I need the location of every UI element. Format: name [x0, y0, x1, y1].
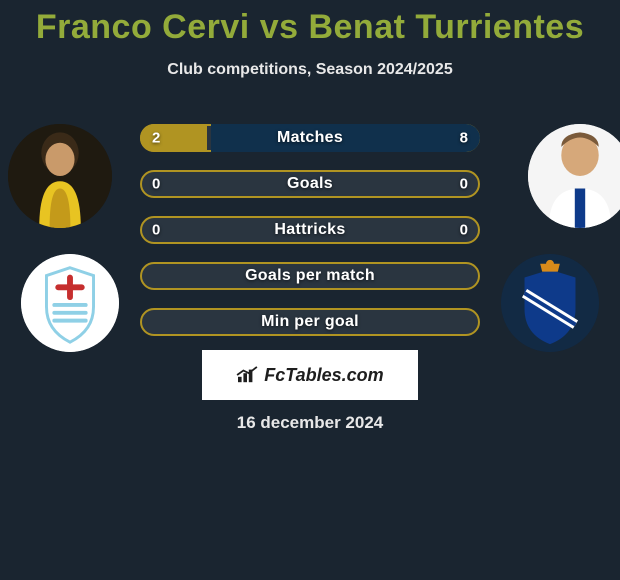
stat-label: Hattricks	[142, 221, 478, 239]
stat-value-left: 0	[152, 176, 160, 193]
stat-bar: Goals per match	[140, 262, 480, 290]
stat-bar: Goals0 0	[140, 170, 480, 198]
branding-text: FcTables.com	[264, 365, 383, 386]
vs-text: vs	[260, 8, 299, 46]
stat-label: Goals per match	[142, 267, 478, 285]
player2-club-crest	[501, 254, 599, 352]
comparison-title: Franco Cervi vs Benat Turrientes	[0, 0, 620, 47]
subtitle: Club competitions, Season 2024/2025	[0, 61, 620, 79]
player2-portrait	[528, 124, 620, 228]
stat-value-left: 2	[152, 130, 160, 147]
branding-text-prefix: FcTables	[264, 365, 341, 385]
stat-bar: Min per goal	[140, 308, 480, 336]
stat-value-right: 8	[460, 130, 468, 147]
player1-name: Franco Cervi	[36, 8, 250, 46]
stat-bars: Matches28Goals00Hattricks00Goals per mat…	[140, 124, 480, 354]
stat-value-left: 0	[152, 222, 160, 239]
stat-bar: Matches2 8	[140, 124, 480, 152]
stat-label: Min per goal	[142, 313, 478, 331]
stat-value-right: 0	[460, 222, 468, 239]
stat-label: Goals	[142, 175, 478, 193]
stat-value-right: 0	[460, 176, 468, 193]
player1-club-crest	[21, 254, 119, 352]
stat-bar: Hattricks0 0	[140, 216, 480, 244]
chart-icon	[236, 366, 258, 384]
branding-text-suffix: .com	[342, 365, 384, 385]
date-text: 16 december 2024	[0, 413, 620, 433]
stat-label: Matches	[142, 129, 478, 147]
branding-badge: FcTables.com	[202, 350, 418, 400]
player2-name: Benat Turrientes	[308, 8, 584, 46]
player1-portrait	[8, 124, 112, 228]
